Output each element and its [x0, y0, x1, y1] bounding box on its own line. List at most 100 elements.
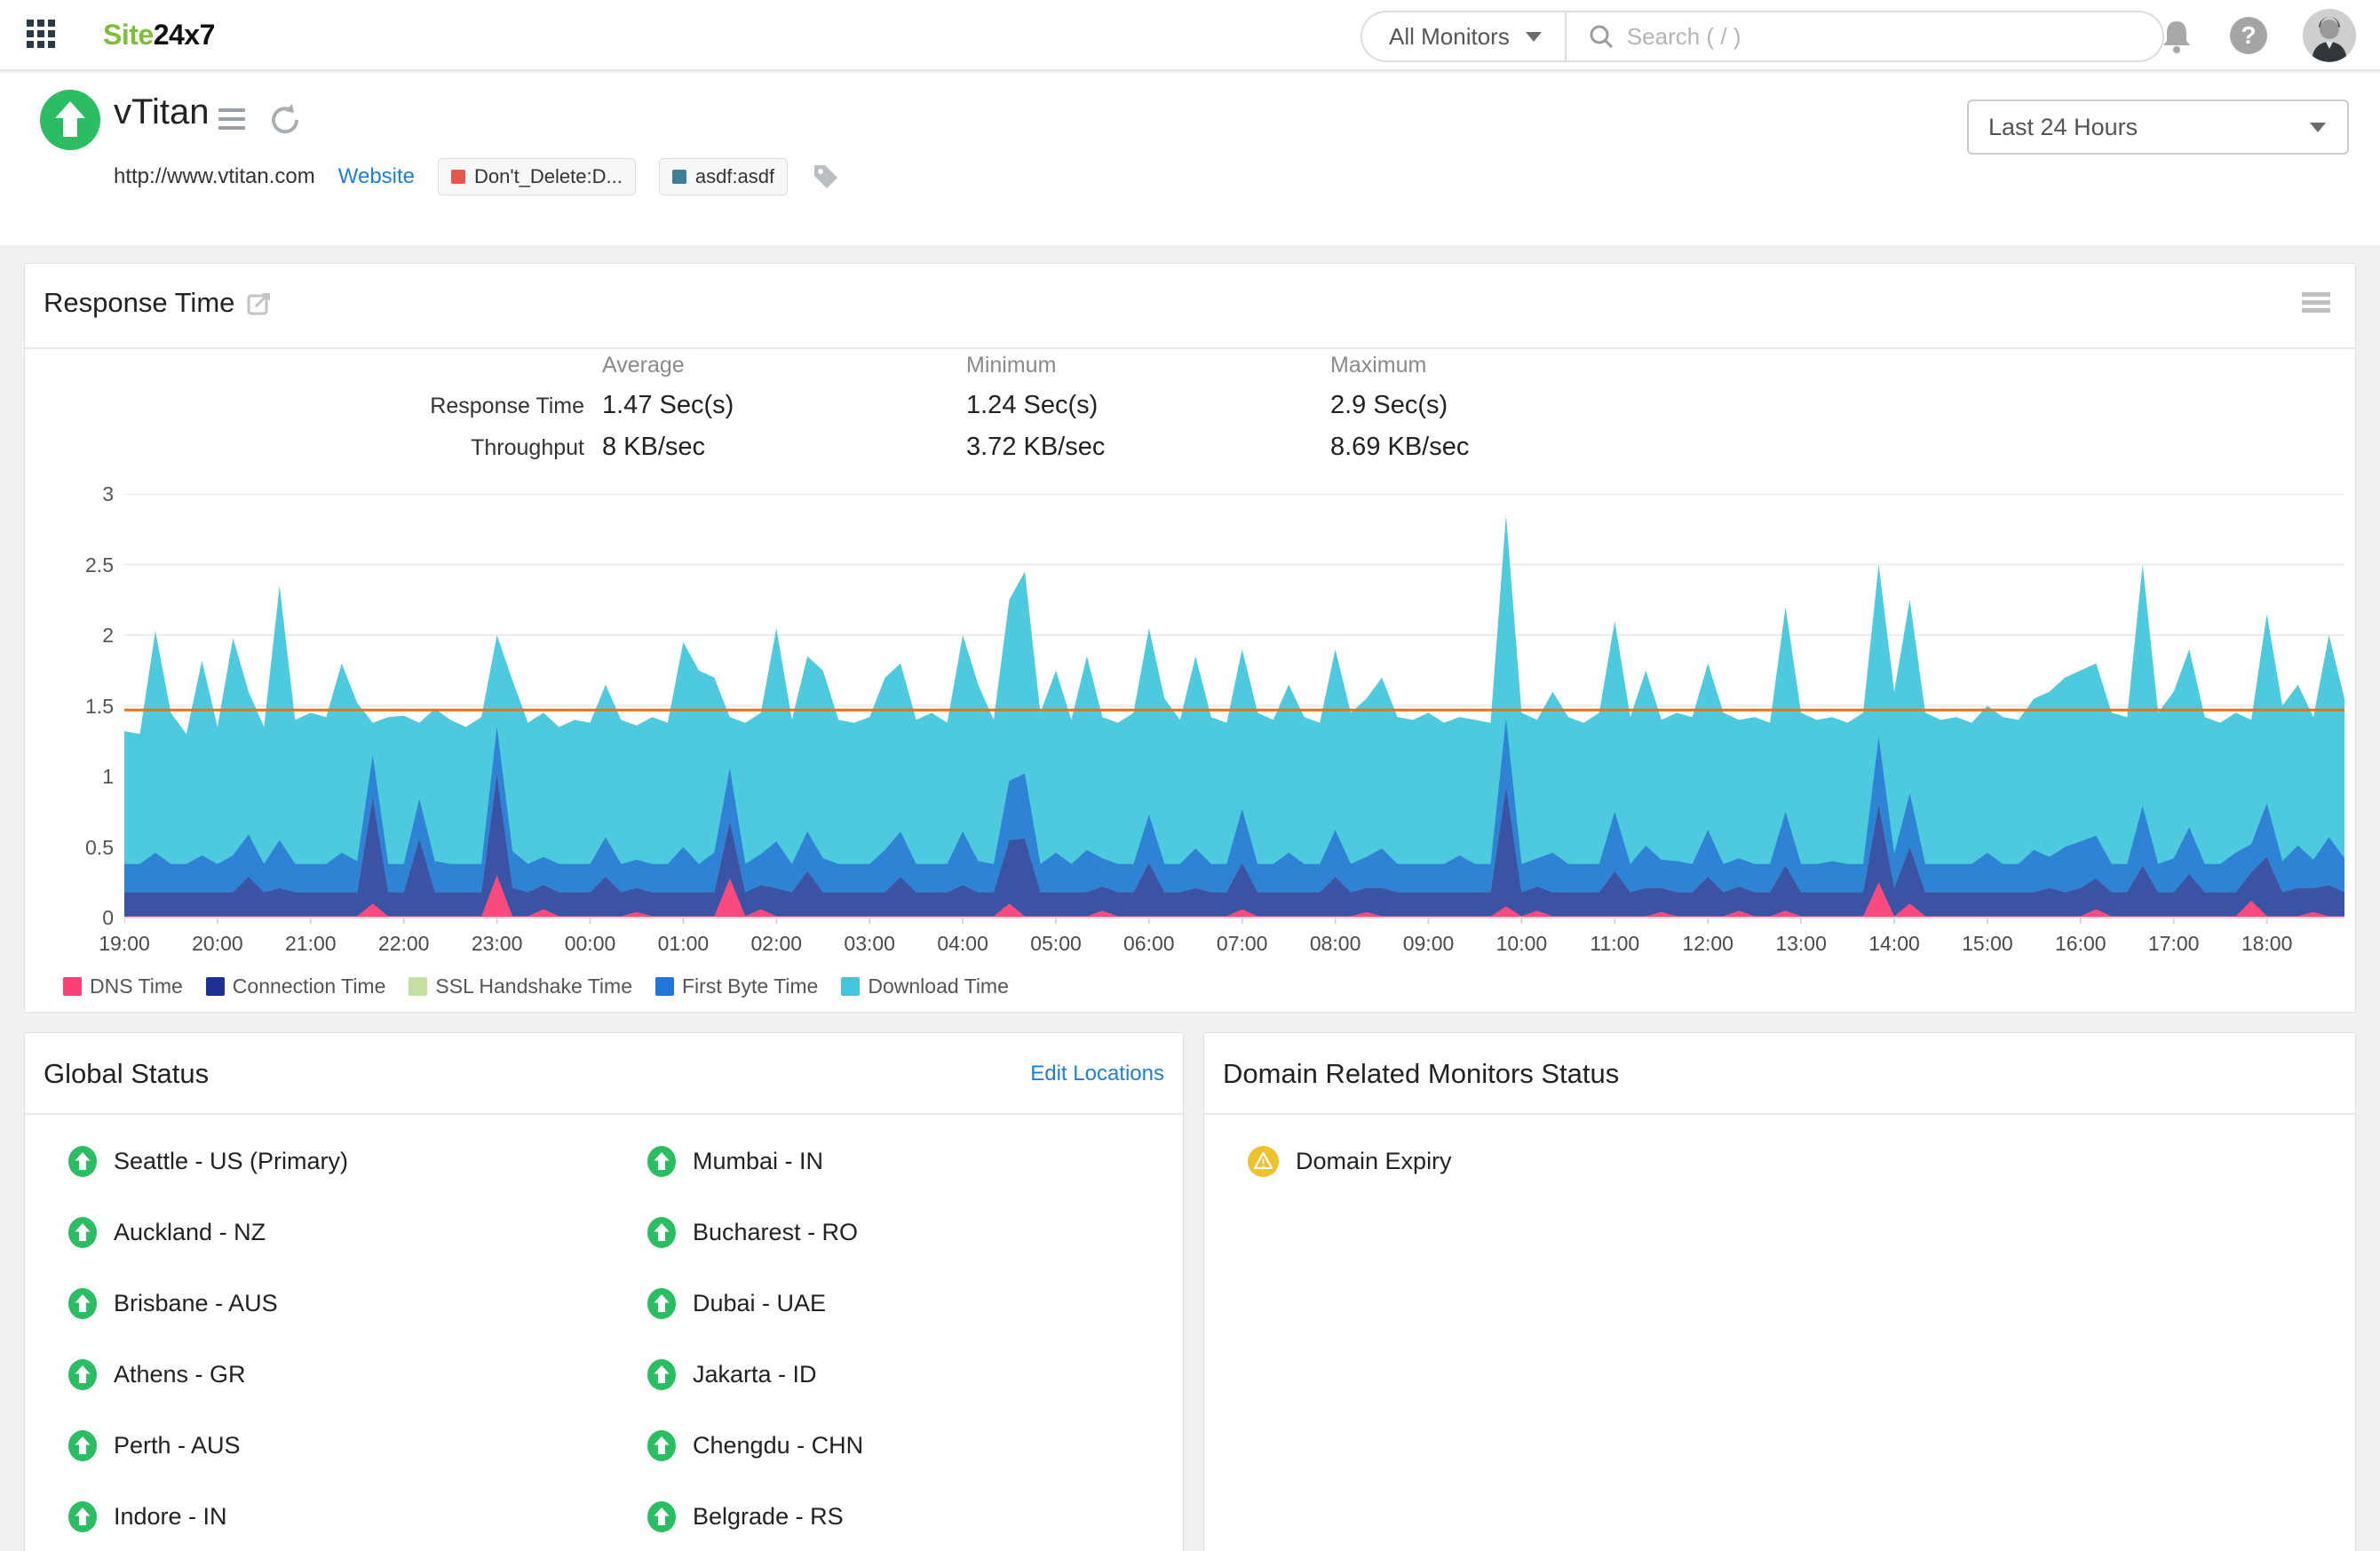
y-axis-label: 0.5 [85, 835, 114, 859]
x-axis-label: 12:00 [1682, 932, 1733, 955]
location-label: Dubai - UAE [693, 1289, 827, 1316]
location-item[interactable]: Chengdu - CHN [604, 1410, 1183, 1481]
monitor-scope-label: All Monitors [1389, 22, 1510, 50]
domain-monitors-header: Domain Related Monitors Status [1223, 1058, 2336, 1090]
x-axis-label: 03:00 [844, 932, 895, 955]
status-up-icon [68, 1358, 97, 1390]
response-time-chart [124, 494, 2344, 924]
chevron-down-icon [2310, 122, 2326, 132]
stats-value: 1.24 Sec(s) [966, 391, 1099, 419]
location-item[interactable]: Perth - AUS [25, 1410, 604, 1481]
monitor-header: vTitan http://www.vtitan.com Website Don… [0, 73, 2380, 308]
refresh-icon[interactable] [266, 101, 304, 139]
legend-item-download-time[interactable]: Download Time [841, 974, 1009, 998]
search-input[interactable] [1626, 22, 2089, 51]
x-axis-label: 20:00 [192, 932, 243, 955]
x-axis-label: 04:00 [937, 932, 988, 955]
legend-swatch [841, 977, 861, 996]
monitor-type-link[interactable]: Website [337, 164, 416, 188]
panel-menu-icon[interactable] [2302, 292, 2330, 316]
locations-column-2: Mumbai - IN Bucharest - RO Dubai - UAE J… [604, 1125, 1183, 1551]
apps-grid-icon[interactable] [27, 20, 57, 50]
tag-color-swatch [671, 170, 686, 184]
expand-chart-icon[interactable] [247, 290, 272, 315]
location-item[interactable]: Belgrade - RS [604, 1481, 1183, 1551]
legend-item-dns-time[interactable]: DNS Time [63, 974, 183, 998]
panel-title: Global Status [44, 1058, 210, 1089]
status-up-icon [68, 1287, 97, 1319]
locations-column-1: Seattle - US (Primary) Auckland - NZ Bri… [25, 1125, 604, 1551]
x-axis-label: 05:00 [1030, 932, 1082, 955]
divider [25, 347, 2355, 349]
monitor-name: vTitan [114, 92, 210, 131]
location-label: Chengdu - CHN [693, 1431, 864, 1459]
stats-row-label: Throughput [471, 435, 584, 460]
location-label: Mumbai - IN [693, 1147, 824, 1174]
location-label: Bucharest - RO [693, 1218, 859, 1245]
y-axis-label: 1 [102, 765, 114, 788]
chart-y-axis: 0 0.5 1 1.5 2 2.5 3 [25, 482, 114, 929]
svg-text:?: ? [2241, 21, 2256, 49]
y-axis-label: 0 [102, 906, 114, 929]
location-label: Jakarta - ID [693, 1360, 817, 1388]
tag-chip[interactable]: asdf:asdf [658, 158, 789, 195]
location-item[interactable]: Athens - GR [25, 1339, 604, 1410]
location-label: Brisbane - AUS [114, 1289, 278, 1316]
domain-monitors-list: Domain Expiry [1204, 1125, 2355, 1197]
location-item[interactable]: Jakarta - ID [604, 1339, 1183, 1410]
legend-swatch [655, 977, 674, 996]
location-item[interactable]: Brisbane - AUS [25, 1268, 604, 1339]
legend-item-first-byte-time[interactable]: First Byte Time [655, 974, 818, 998]
y-axis-label: 2 [102, 624, 114, 647]
legend-item-connection-time[interactable]: Connection Time [205, 974, 386, 998]
legend-swatch [409, 977, 428, 996]
monitor-scope-dropdown[interactable]: All Monitors [1362, 12, 1565, 60]
stats-value: 1.47 Sec(s) [602, 391, 734, 419]
location-item[interactable]: Bucharest - RO [604, 1197, 1183, 1268]
legend-item-ssl-handshake-time[interactable]: SSL Handshake Time [409, 974, 632, 998]
x-axis-label: 01:00 [657, 932, 710, 955]
location-item[interactable]: Auckland - NZ [25, 1197, 604, 1268]
status-up-icon [647, 1500, 676, 1532]
x-axis-label: 00:00 [564, 932, 616, 955]
location-label: Athens - GR [114, 1360, 246, 1388]
site24x7-logo[interactable]: Site24x7 [103, 19, 215, 52]
status-up-icon [68, 1145, 97, 1177]
edit-locations-link[interactable]: Edit Locations [1030, 1062, 1164, 1086]
location-label: Indore - IN [114, 1502, 227, 1530]
location-label: Perth - AUS [114, 1431, 241, 1459]
tag-chip[interactable]: Don't_Delete:D... [438, 158, 636, 195]
x-axis-label: 02:00 [750, 932, 803, 955]
location-item[interactable]: Indore - IN [25, 1481, 604, 1551]
x-axis-label: 11:00 [1590, 932, 1640, 955]
x-axis-label: 19:00 [99, 932, 150, 955]
stats-value: 3.72 KB/sec [966, 433, 1106, 461]
user-avatar[interactable] [2302, 8, 2357, 63]
chart-x-axis: 19:00 20:00 21:00 22:00 23:00 00:00 01:00 02:00… [99, 932, 2344, 958]
logo-site-text: Site [103, 18, 154, 51]
notifications-bell-icon[interactable] [2158, 16, 2195, 55]
location-label: Belgrade - RS [693, 1502, 844, 1530]
location-item[interactable]: Mumbai - IN [604, 1125, 1183, 1197]
location-item[interactable]: Dubai - UAE [604, 1268, 1183, 1339]
time-range-label: Last 24 Hours [1988, 113, 2138, 140]
top-bar: Site24x7 All Monitors ? [0, 0, 2380, 71]
warning-icon [1248, 1145, 1279, 1177]
x-axis-label: 13:00 [1775, 932, 1827, 955]
domain-monitors-panel: Domain Related Monitors Status Domain Ex… [1203, 1032, 2356, 1551]
legend-label: Download Time [868, 974, 1009, 998]
legend-label: First Byte Time [682, 974, 819, 998]
x-axis-label: 15:00 [1962, 932, 2013, 955]
stats-row-label: Response Time [430, 394, 584, 418]
location-item[interactable]: Seattle - US (Primary) [25, 1125, 604, 1197]
help-icon[interactable]: ? [2229, 16, 2268, 55]
time-range-dropdown[interactable]: Last 24 Hours [1967, 99, 2349, 155]
tag-icon[interactable] [811, 162, 841, 192]
search-area [1567, 22, 2162, 51]
monitor-menu-icon[interactable] [218, 108, 245, 135]
search-icon [1590, 25, 1613, 49]
legend-label: Connection Time [232, 974, 386, 998]
stats-column-header: Maximum [1330, 353, 1427, 378]
domain-monitor-item[interactable]: Domain Expiry [1204, 1125, 2355, 1197]
